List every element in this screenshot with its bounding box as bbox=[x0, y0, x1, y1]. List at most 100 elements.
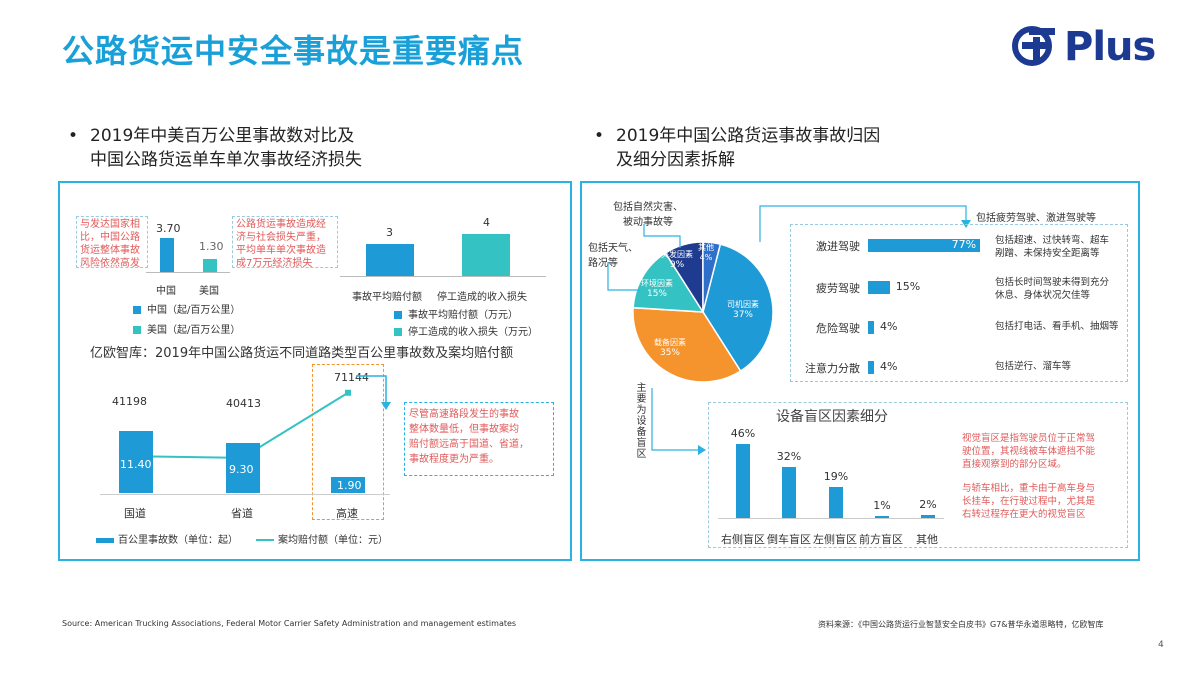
driver-factor-pct-1: 15% bbox=[895, 280, 921, 293]
blind-spot-box bbox=[708, 402, 1128, 548]
driver-factor-bar-2 bbox=[868, 321, 874, 334]
road-note: 尽管高速路段发生的事故 整体数量低，但事故案均 赔付额远高于国道、省道， 事故程… bbox=[409, 409, 529, 465]
source-left: Source: American Trucking Associations, … bbox=[62, 619, 517, 628]
pie-label-driver: 司机因素 37% bbox=[727, 300, 759, 320]
driver-factor-bar-1 bbox=[868, 281, 890, 294]
pie-label-sudden: 突发因素 9% bbox=[661, 250, 693, 270]
vertical-label: 主要为设备盲区 bbox=[634, 382, 645, 459]
loss-label-payout: 事故平均赔付额 bbox=[352, 292, 422, 303]
driver-factor-desc-1: 包括长时间驾驶未得到充分 休息、身体状况欠佳等 bbox=[995, 277, 1110, 301]
pie-label-other: 其他 4% bbox=[698, 243, 714, 262]
blind-bar-label-1: 倒车盲区 bbox=[767, 533, 811, 546]
blind-spot-title: 设备盲区因素细分 bbox=[776, 409, 888, 425]
loss-value-payout: 3 bbox=[386, 226, 393, 239]
callout-left: 包括天气、 路况等 bbox=[588, 243, 638, 269]
label-usa: 美国 bbox=[199, 286, 219, 297]
blind-bar-4 bbox=[921, 514, 935, 518]
driver-factor-desc-2: 包括打电话、看手机、抽烟等 bbox=[995, 321, 1119, 332]
road-legend-swatch-payout bbox=[256, 539, 274, 541]
page-title: 公路货运中安全事故是重要痛点 bbox=[62, 32, 525, 70]
loss-legend-swatch-income bbox=[394, 328, 402, 336]
source-right: 资料来源：《中国公路货运行业智慧安全白皮书》G7&普华永道思略特，亿欧智库 bbox=[818, 620, 1104, 629]
blind-bar-label-3: 前方盲区 bbox=[859, 533, 903, 546]
loss-axis bbox=[340, 276, 546, 277]
blind-bar-2 bbox=[829, 487, 843, 518]
bar-china bbox=[160, 238, 174, 272]
payout-value-guodao: 41198 bbox=[112, 395, 147, 408]
loss-legend-income: 停工造成的收入损失（万元） bbox=[394, 323, 538, 338]
pie-slice-2 bbox=[632, 251, 705, 313]
loss-label-income: 停工造成的收入损失 bbox=[437, 292, 527, 303]
blind-bar-1 bbox=[782, 466, 796, 518]
payout-value-gaosu: 71144 bbox=[334, 371, 369, 384]
loss-legend-payout: 事故平均赔付额（万元） bbox=[394, 306, 518, 321]
left-bullet-line-1: 2019年中美百万公里事故数对比及 bbox=[90, 126, 355, 146]
road-note-box bbox=[404, 402, 554, 476]
road-legend-accidents: 百公里事故数（单位：起） bbox=[96, 531, 238, 546]
blind-bar-pct-4: 2% bbox=[919, 497, 937, 511]
road-label-guodao: 国道 bbox=[124, 507, 146, 520]
blind-axis bbox=[718, 518, 944, 519]
accident-value-guodao: 11.40 bbox=[120, 458, 152, 471]
bar-usa bbox=[203, 259, 217, 272]
right-bullet-line-2: 及细分因素拆解 bbox=[616, 150, 735, 170]
callout-driver: 包括疲劳驾驶、激进驾驶等 bbox=[976, 213, 1096, 224]
page-number: 4 bbox=[1158, 640, 1164, 650]
right-note-box bbox=[232, 216, 338, 268]
blind-bar-3 bbox=[875, 516, 889, 518]
accident-bar-guodao bbox=[119, 431, 153, 493]
blind-spot-arrow bbox=[651, 388, 706, 455]
blind-note-1: 视觉盲区是指驾驶员位于正常驾 驶位置，其视线被车体遮挡不能 直接观察到的部分区域。 bbox=[962, 433, 1096, 470]
axis-line bbox=[146, 272, 230, 273]
loss-legend-swatch-payout bbox=[394, 311, 402, 319]
legend-usa: 美国（起/百万公里） bbox=[133, 321, 240, 336]
driver-factor-bar-0 bbox=[868, 239, 980, 252]
bar-payout bbox=[366, 244, 414, 276]
loss-value-income: 4 bbox=[483, 216, 490, 229]
callout-left-line bbox=[607, 262, 640, 291]
right-bullet-line-1: 2019年中国公路货运事故事故归因 bbox=[616, 126, 881, 146]
driver-factor-label-0: 激进驾驶 bbox=[816, 240, 860, 253]
left-bullet-line-2: 中国公路货运单车单次事故经济损失 bbox=[90, 150, 362, 170]
blind-bar-pct-1: 32% bbox=[776, 449, 802, 463]
pie-slice-4 bbox=[702, 241, 722, 313]
left-note-box bbox=[76, 216, 148, 268]
road-chart-title: 亿欧智库：2019年中国公路货运不同道路类型百公里事故数及案均赔付额 bbox=[90, 346, 514, 361]
payout-value-shengdao: 40413 bbox=[226, 397, 261, 410]
bar-value-usa: 1.30 bbox=[199, 240, 224, 253]
plus-logo-icon bbox=[1012, 26, 1055, 66]
left-note: 与发达国家相 比，中国公路 货运整体事故 风险依然高发 bbox=[80, 219, 140, 269]
accident-bar-shengdao bbox=[226, 443, 260, 493]
legend-china: 中国（起/百万公里） bbox=[133, 301, 240, 316]
driver-factor-bar-3 bbox=[868, 361, 874, 374]
pie-label-equipment: 载备因素 35% bbox=[654, 338, 686, 358]
bar-value-china: 3.70 bbox=[156, 222, 181, 235]
blind-bar-pct-2: 19% bbox=[823, 470, 849, 484]
driver-factor-pct-3: 4% bbox=[880, 360, 898, 373]
label-china: 中国 bbox=[156, 286, 176, 297]
highway-highlight-box bbox=[312, 364, 384, 520]
accident-value-shengdao: 9.30 bbox=[229, 463, 254, 476]
blind-bar-label-2: 左侧盲区 bbox=[813, 533, 857, 546]
driver-factor-label-2: 危险驾驶 bbox=[816, 322, 860, 335]
pie-label-env: 环境因素 15% bbox=[641, 279, 673, 299]
blind-bar-0 bbox=[736, 444, 750, 518]
plus-logo-text: Plus bbox=[1064, 24, 1156, 70]
road-legend-swatch-accidents bbox=[96, 537, 114, 543]
callout-top-line bbox=[643, 224, 681, 248]
driver-factor-label-1: 疲劳驾驶 bbox=[816, 282, 860, 295]
pie-chart bbox=[632, 241, 774, 383]
right-note: 公路货运事故造成经 济与社会损失严重， 平均单车单次事故造 成7万元经济损失 bbox=[236, 219, 326, 269]
blind-bar-label-0: 右侧盲区 bbox=[721, 533, 765, 546]
legend-swatch-usa bbox=[133, 326, 141, 334]
road-axis bbox=[100, 494, 390, 495]
callout-arrow-road bbox=[356, 375, 391, 410]
blind-bar-pct-0: 46% bbox=[730, 427, 756, 440]
callout-top: 包括自然灾害、 被动事故等 bbox=[613, 202, 683, 228]
road-label-gaosu: 高速 bbox=[336, 507, 358, 520]
driver-factor-label-3: 注意力分散 bbox=[805, 362, 860, 375]
driver-factors-box bbox=[790, 224, 1128, 382]
driver-factor-desc-3: 包括逆行、溜车等 bbox=[995, 361, 1072, 372]
blind-bar-pct-3: 1% bbox=[873, 499, 891, 512]
accident-value-gaosu: 1.90 bbox=[337, 479, 362, 492]
